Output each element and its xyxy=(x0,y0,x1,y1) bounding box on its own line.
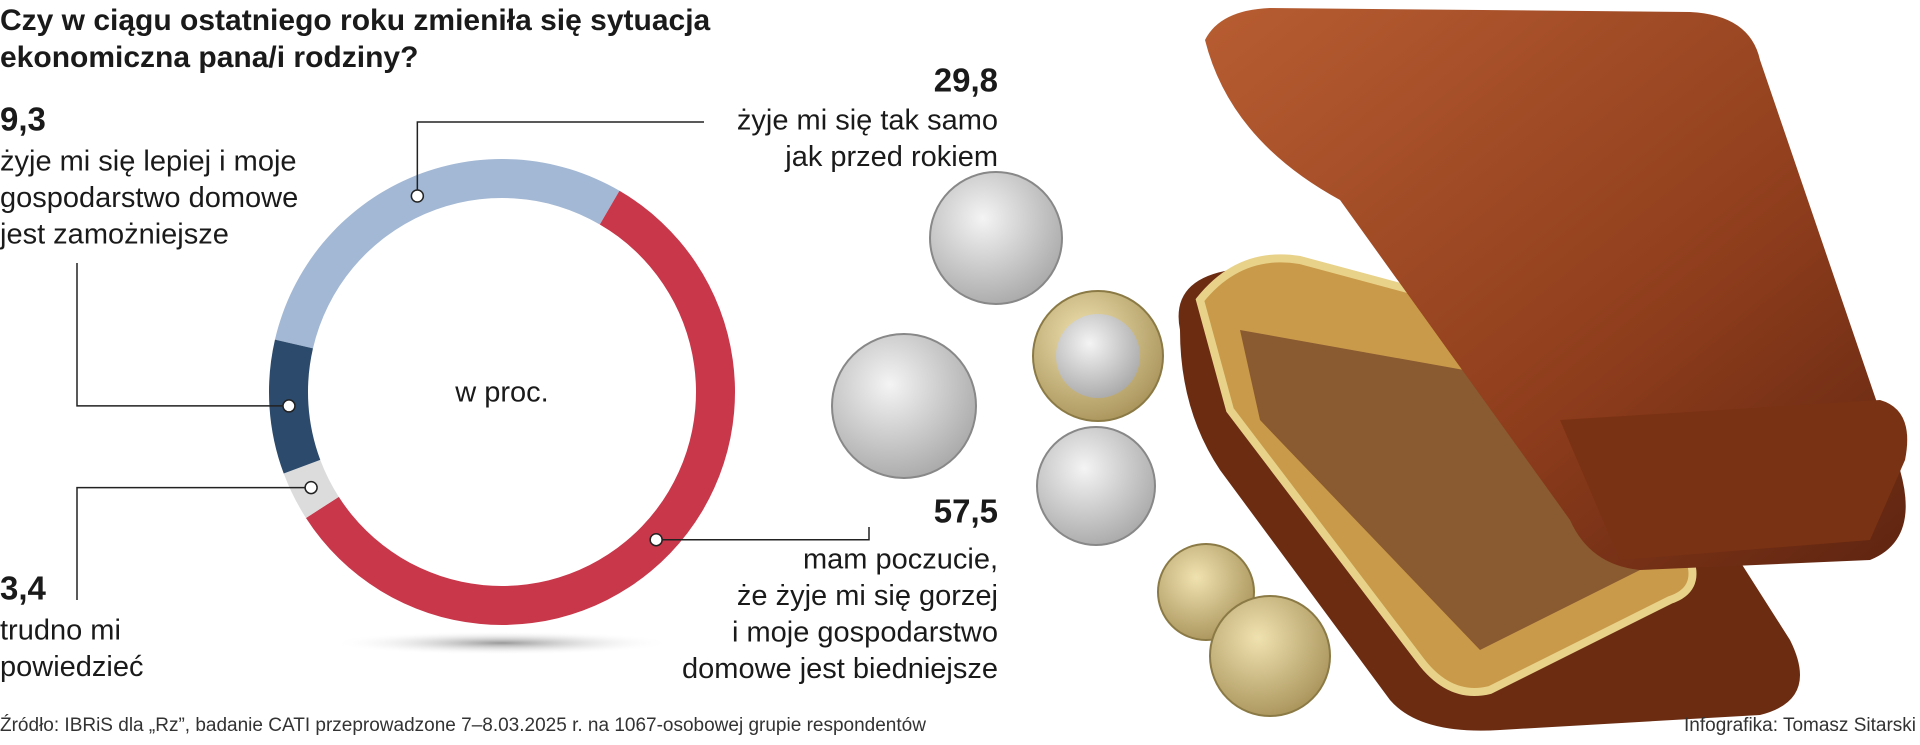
value-label: 9,3 xyxy=(0,101,46,138)
donut-shadow xyxy=(332,631,672,655)
category-label: i moje gospodarstwo xyxy=(732,617,998,649)
category-label: że żyje mi się gorzej xyxy=(737,580,998,612)
category-label: mam poczucie, xyxy=(803,544,998,576)
category-label: domowe jest biedniejsze xyxy=(682,653,998,685)
leader-line xyxy=(76,263,289,407)
chart-title: Czy w ciągu ostatniego roku zmieniła się… xyxy=(0,4,711,37)
category-label: powiedzieć xyxy=(0,651,143,683)
category-label: żyje mi się lepiej i moje xyxy=(0,146,297,178)
center-label: w proc. xyxy=(454,377,548,409)
credit: Infografika: Tomasz Sitarski xyxy=(1684,715,1916,736)
source: Źródło: IBRiS dla „Rz”, badanie CATI prz… xyxy=(0,715,926,736)
category-label: żyje mi się tak samo xyxy=(737,105,998,137)
value-label: 29,8 xyxy=(934,62,998,99)
leader-dot xyxy=(282,399,296,413)
donut-segment xyxy=(274,159,620,349)
chart-title: ekonomiczna pana/i rodziny? xyxy=(0,41,418,74)
leader-dot xyxy=(304,480,318,495)
category-label: trudno mi xyxy=(0,615,121,647)
leader-dot xyxy=(649,532,663,547)
category-label: jak przed rokiem xyxy=(784,141,998,173)
value-label: 3,4 xyxy=(0,570,47,607)
coins xyxy=(831,171,1331,717)
wallet-illustration xyxy=(1178,8,1908,731)
category-label: gospodarstwo domowe xyxy=(0,182,298,214)
leader-line xyxy=(656,527,870,541)
leader-line xyxy=(416,121,704,196)
leader-line xyxy=(76,486,312,600)
category-label: jest zamożniejsze xyxy=(0,219,229,251)
value-label: 57,5 xyxy=(934,493,998,530)
leader-dot xyxy=(410,189,425,203)
